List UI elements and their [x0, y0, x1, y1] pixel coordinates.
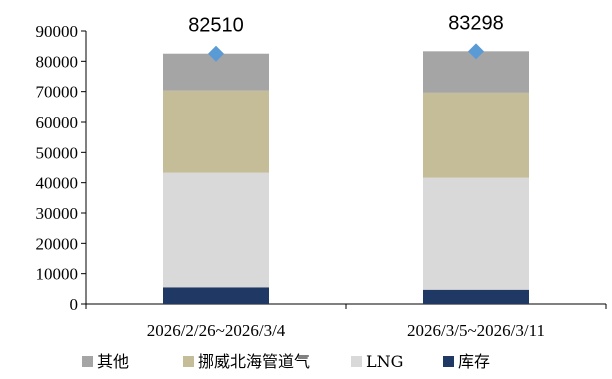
bar-segment-库存	[423, 289, 529, 304]
total-markers: 82510 83298	[188, 12, 504, 62]
y-tick-label: 90000	[36, 22, 79, 41]
legend-label: 库存	[458, 352, 490, 371]
y-tick-label: 30000	[36, 204, 79, 223]
y-tick-label: 20000	[36, 234, 79, 253]
legend-swatch	[351, 356, 362, 367]
legend-label: 挪威北海管道气	[198, 352, 310, 371]
y-tick-label: 10000	[36, 265, 79, 284]
x-category-label: 2026/2/26~2026/3/4	[147, 321, 286, 340]
y-tick-label: 40000	[36, 174, 79, 193]
legend: 其他 挪威北海管道气 LNG 库存	[82, 352, 490, 371]
legend-label: LNG	[366, 352, 403, 371]
legend-swatch	[82, 356, 93, 367]
bar-segment-库存	[163, 287, 269, 304]
legend-swatch	[443, 356, 454, 367]
total-value-label: 83298	[448, 12, 504, 34]
y-tick-label: 80000	[36, 52, 79, 71]
y-tick-label: 50000	[36, 143, 79, 162]
y-tick-label: 70000	[36, 83, 79, 102]
total-marker	[208, 45, 224, 62]
y-tick-label: 60000	[36, 113, 79, 132]
total-value-label: 82510	[188, 15, 244, 37]
bar-segment-挪威北海管道气	[163, 90, 269, 173]
y-tick-label: 0	[70, 295, 79, 314]
total-marker	[468, 43, 484, 60]
bar-segment-挪威北海管道气	[423, 92, 529, 178]
legend-label: 其他	[97, 352, 129, 371]
x-axis: 2026/2/26~2026/3/4 2026/3/5~2026/3/11	[85, 303, 607, 340]
bars	[163, 51, 529, 304]
x-category-label: 2026/3/5~2026/3/11	[407, 321, 545, 340]
bar-segment-lng	[423, 177, 529, 290]
bar-segment-lng	[163, 172, 269, 288]
y-axis: 0 10000 20000 30000 40000 50000 60000 70000 8000…	[36, 22, 87, 314]
legend-swatch	[183, 356, 194, 367]
